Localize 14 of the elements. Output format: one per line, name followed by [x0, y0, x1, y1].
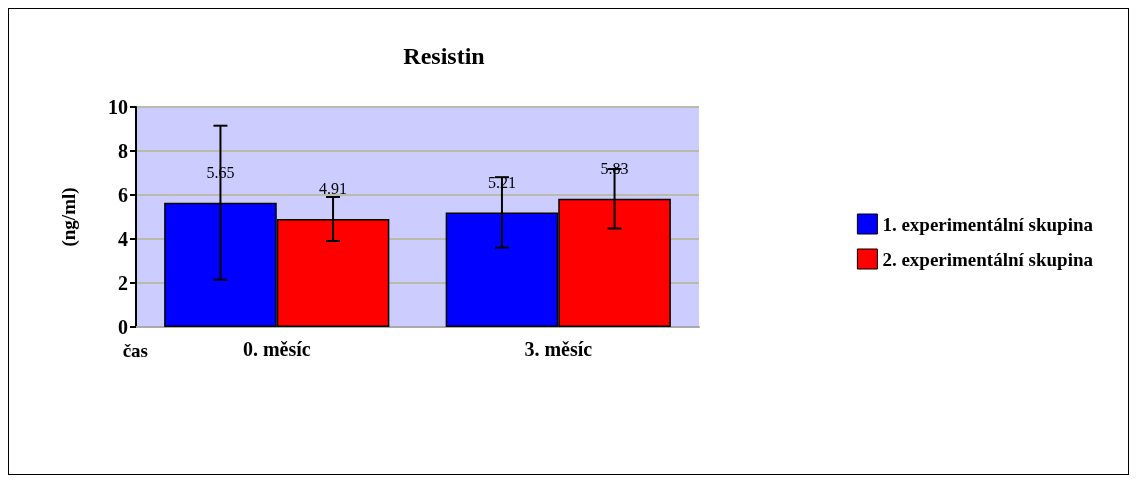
y-tick-label: 6	[118, 184, 128, 206]
x-axis-title: čas	[122, 340, 148, 361]
y-axis-title: (ng/ml)	[58, 187, 80, 247]
y-tick-label: 8	[118, 140, 128, 162]
data-label: 4.91	[319, 180, 348, 198]
legend-label: 2. experimentální skupina	[882, 248, 1094, 270]
x-tick-label: 0. měsíc	[242, 338, 311, 360]
x-tick-label: 3. měsíc	[524, 338, 593, 360]
y-tick-label: 10	[108, 96, 128, 118]
legend-label: 1. experimentální skupina	[882, 213, 1094, 235]
chart-title: Resistin	[403, 43, 485, 69]
y-tick-label: 2	[118, 272, 128, 294]
y-tick-label: 4	[118, 228, 128, 250]
y-tick-label: 0	[118, 316, 128, 338]
